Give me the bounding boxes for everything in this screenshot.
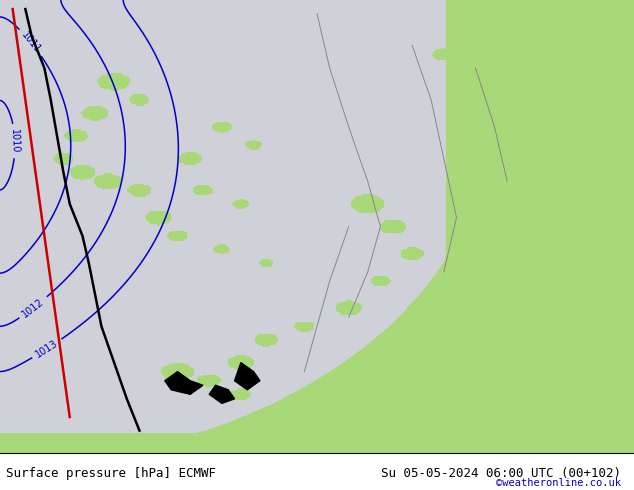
- Text: Su 05-05-2024 06:00 UTC (00+102): Su 05-05-2024 06:00 UTC (00+102): [381, 467, 621, 480]
- Text: Surface pressure [hPa] ECMWF: Surface pressure [hPa] ECMWF: [6, 467, 216, 480]
- Text: 1011: 1011: [19, 30, 42, 55]
- Polygon shape: [165, 371, 203, 394]
- Text: 1013: 1013: [34, 338, 60, 360]
- Polygon shape: [235, 363, 260, 390]
- Text: ©weatheronline.co.uk: ©weatheronline.co.uk: [496, 478, 621, 488]
- Text: 1010: 1010: [10, 128, 20, 153]
- Text: 1012: 1012: [20, 296, 46, 319]
- Polygon shape: [209, 385, 235, 403]
